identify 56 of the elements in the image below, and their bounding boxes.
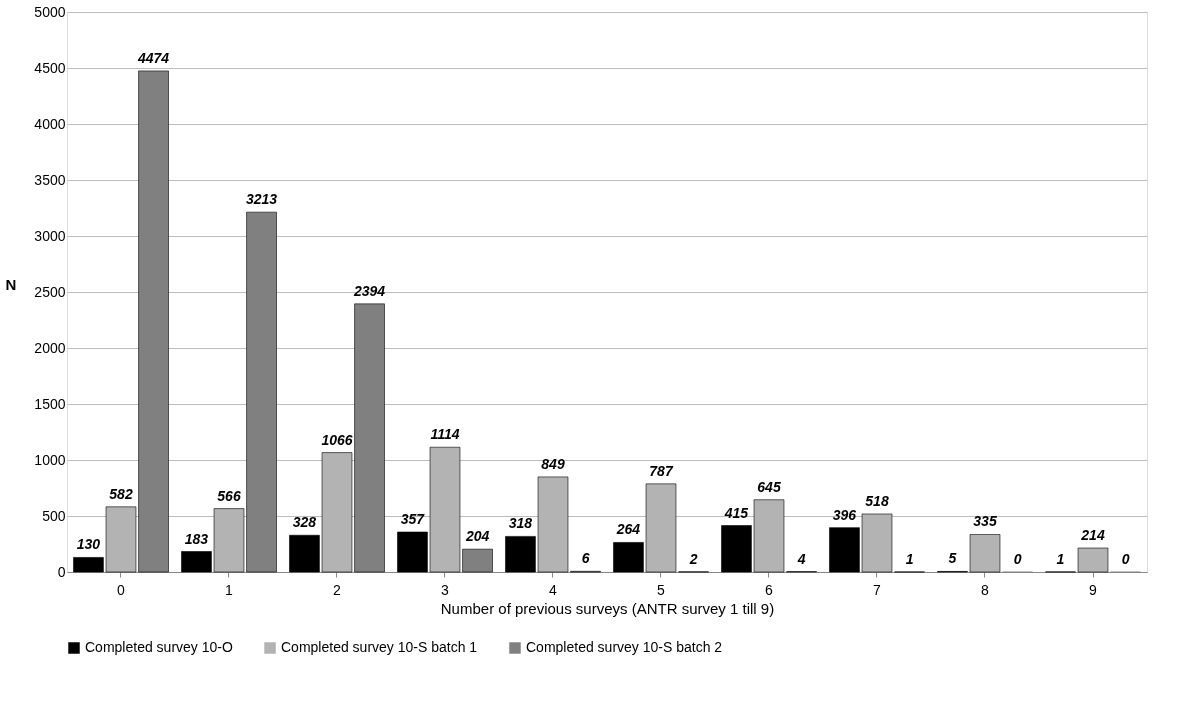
- y-tick-label: 1000: [34, 451, 66, 468]
- data-label: 0: [1121, 551, 1130, 567]
- x-tick-label: 1: [225, 581, 234, 598]
- data-label: 518: [865, 492, 889, 509]
- data-label: 204: [464, 528, 490, 545]
- data-label: 645: [757, 478, 781, 495]
- data-label: 4: [796, 550, 806, 567]
- y-tick-label: 4000: [34, 115, 66, 132]
- data-label: 130: [76, 536, 101, 553]
- data-label: 787: [649, 462, 674, 479]
- data-label: 3213: [245, 191, 278, 208]
- y-tick-label: 3500: [34, 171, 66, 188]
- data-label: 318: [508, 515, 533, 532]
- y-tick-label: 0: [57, 563, 66, 580]
- data-label: 264: [615, 521, 641, 538]
- data-label: 1: [1056, 550, 1065, 567]
- y-tick-label: 2500: [34, 283, 66, 300]
- legend-label: Completed survey 10-S batch 1: [281, 639, 478, 655]
- data-label: 2: [688, 550, 698, 567]
- data-label: 357: [400, 511, 426, 528]
- x-tick-label: 2: [333, 581, 342, 598]
- data-label: 1: [905, 550, 914, 567]
- x-tick-label: 4: [549, 581, 558, 598]
- x-tick-label: 6: [765, 581, 774, 598]
- data-label: 582: [109, 485, 133, 502]
- legend-label: Completed survey 10-O: [85, 639, 233, 655]
- x-tick-label: 0: [117, 581, 126, 598]
- y-tick-label: 1500: [34, 395, 66, 412]
- data-label: 566: [217, 487, 241, 504]
- data-label: 396: [832, 506, 857, 523]
- x-axis-title: Number of previous surveys (ANTR survey 1 till 9): [440, 599, 775, 617]
- data-label: 183: [184, 530, 209, 547]
- x-tick-label: 9: [1089, 581, 1098, 598]
- y-tick-label: 500: [42, 507, 66, 524]
- data-label: 4474: [136, 49, 170, 66]
- data-label: 335: [973, 513, 997, 530]
- data-label: 1114: [430, 426, 460, 443]
- data-label: 2394: [352, 282, 386, 299]
- y-axis-title: N: [5, 275, 17, 293]
- data-label: 0: [1013, 551, 1022, 567]
- data-label: 6: [581, 550, 590, 567]
- x-tick-label: 3: [441, 581, 450, 598]
- data-label: 328: [292, 514, 317, 531]
- x-tick-label: 5: [657, 581, 666, 598]
- y-tick-label: 4500: [34, 59, 66, 76]
- y-tick-label: 3000: [34, 227, 66, 244]
- x-tick-label: 7: [873, 581, 882, 598]
- data-label: 214: [1080, 527, 1105, 544]
- x-tick-label: 8: [981, 581, 990, 598]
- data-label: 415: [723, 504, 749, 521]
- y-tick-label: 2000: [34, 339, 66, 356]
- data-label: 1066: [321, 431, 353, 448]
- data-label: 849: [541, 455, 565, 472]
- data-label: 5: [948, 550, 957, 567]
- legend-label: Completed survey 10-S batch 2: [526, 639, 723, 655]
- y-tick-label: 5000: [34, 3, 66, 20]
